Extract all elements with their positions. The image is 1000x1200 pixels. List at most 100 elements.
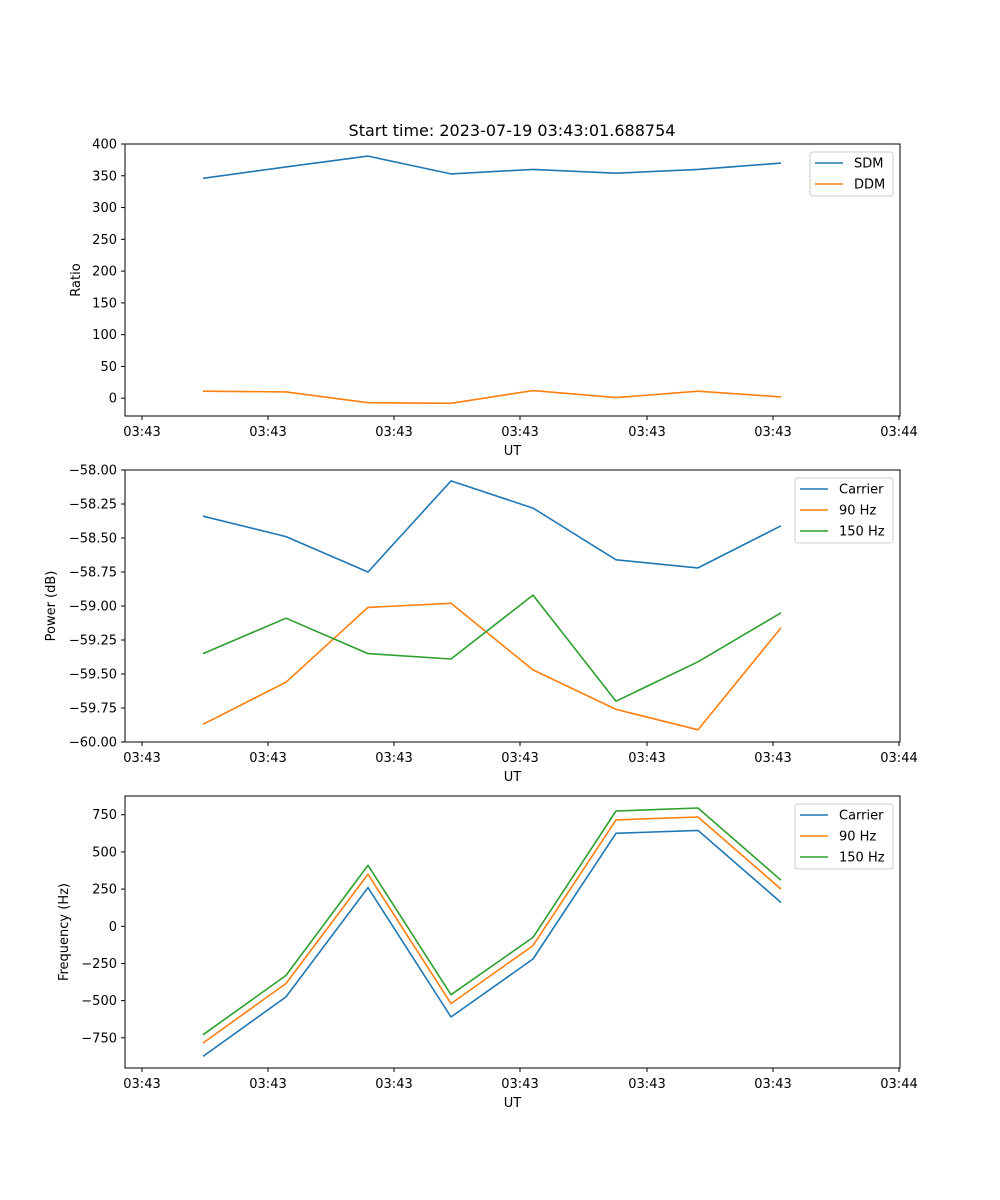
x-tick-label-1: 03:43 [249, 425, 286, 440]
x-axis-label-3: UT [504, 1096, 522, 1111]
y-tick-label-2: −58.00 [69, 464, 117, 479]
data-point-2-1 [366, 570, 370, 574]
y-tick-label-1: 400 [92, 138, 117, 153]
data-point-2-3 [696, 660, 700, 664]
data-point-2-1 [696, 566, 700, 570]
data-point-3-2 [449, 1002, 453, 1006]
data-point-1-1 [284, 165, 288, 169]
y-tick-label-1: 100 [92, 328, 117, 343]
x-tick-label-3: 03:43 [628, 1077, 665, 1092]
axes-frame-1 [125, 144, 900, 416]
figure-canvas: Start time: 2023-07-19 03:43:01.688754 0… [0, 0, 1000, 1200]
y-axis-label-2: Power (dB) [44, 571, 59, 642]
data-point-1-2 [696, 389, 700, 393]
data-point-1-1 [696, 167, 700, 171]
data-point-3-3 [614, 809, 618, 813]
x-tick-label-2: 03:43 [754, 751, 791, 766]
x-tick-label-1: 03:43 [754, 425, 791, 440]
x-tick-label-1: 03:43 [123, 425, 160, 440]
data-point-2-2 [531, 668, 535, 672]
data-point-1-2 [449, 401, 453, 405]
data-point-3-1 [449, 1015, 453, 1019]
data-point-2-3 [779, 611, 783, 615]
y-tick-label-1: 350 [92, 169, 117, 184]
y-tick-label-1: 200 [92, 265, 117, 280]
x-axis-label-2: UT [504, 770, 522, 785]
y-tick-label-1: 250 [92, 233, 117, 248]
data-point-3-3 [201, 1033, 205, 1037]
data-point-3-3 [366, 863, 370, 867]
data-point-2-3 [449, 657, 453, 661]
data-point-1-1 [449, 172, 453, 176]
data-point-3-2 [614, 818, 618, 822]
data-point-2-1 [779, 524, 783, 528]
y-tick-label-1: 50 [100, 360, 117, 375]
x-tick-label-1: 03:43 [628, 425, 665, 440]
data-point-3-2 [696, 815, 700, 819]
y-tick-label-3: 750 [92, 808, 117, 823]
legend-label-2: Carrier [839, 483, 884, 498]
data-point-2-2 [284, 680, 288, 684]
figure-title: Start time: 2023-07-19 03:43:01.688754 [349, 121, 676, 140]
axes-frame-3 [125, 796, 900, 1068]
y-tick-label-2: −58.50 [69, 532, 117, 547]
y-tick-label-3: −500 [81, 994, 117, 1009]
y-tick-label-3: −750 [81, 1031, 117, 1046]
legend-label-3: Carrier [839, 809, 884, 824]
data-point-1-1 [531, 167, 535, 171]
series-line-3-90-hz [203, 817, 781, 1043]
data-point-1-1 [201, 176, 205, 180]
y-axis-label-3: Frequency (Hz) [57, 883, 72, 981]
x-tick-label-2: 03:43 [501, 751, 538, 766]
data-point-3-1 [201, 1054, 205, 1058]
series-line-3-carrier [203, 830, 781, 1056]
data-point-3-2 [779, 887, 783, 891]
y-tick-label-3: 0 [109, 920, 117, 935]
legend-label-3: 150 Hz [839, 851, 885, 866]
legend-label-1: DDM [854, 178, 885, 193]
series-line-1-ddm [203, 391, 781, 404]
y-tick-label-3: 500 [92, 845, 117, 860]
x-tick-label-1: 03:44 [880, 425, 917, 440]
x-tick-label-3: 03:43 [249, 1077, 286, 1092]
data-point-3-1 [531, 957, 535, 961]
legend-label-2: 150 Hz [839, 525, 885, 540]
data-point-1-2 [201, 389, 205, 393]
data-point-2-3 [614, 699, 618, 703]
x-tick-label-1: 03:43 [501, 425, 538, 440]
y-tick-label-1: 300 [92, 201, 117, 216]
y-tick-label-2: −59.00 [69, 600, 117, 615]
data-point-2-3 [201, 652, 205, 656]
data-point-2-1 [284, 535, 288, 539]
y-tick-label-2: −60.00 [69, 736, 117, 751]
y-tick-label-3: 250 [92, 883, 117, 898]
axes-frame-2 [125, 470, 900, 742]
data-point-1-2 [531, 389, 535, 393]
data-point-3-2 [366, 872, 370, 876]
y-tick-label-3: −250 [81, 957, 117, 972]
series-line-2-90-hz [203, 603, 781, 730]
data-point-3-2 [531, 944, 535, 948]
y-tick-label-1: 0 [109, 392, 117, 407]
x-tick-label-1: 03:43 [375, 425, 412, 440]
data-point-2-1 [614, 558, 618, 562]
data-point-2-3 [366, 652, 370, 656]
data-point-2-1 [531, 506, 535, 510]
data-point-3-1 [696, 828, 700, 832]
data-point-2-1 [449, 479, 453, 483]
data-point-3-3 [696, 806, 700, 810]
data-point-2-2 [779, 626, 783, 630]
legend-label-2: 90 Hz [839, 504, 876, 519]
data-point-1-1 [366, 154, 370, 158]
legend-label-1: SDM [854, 157, 883, 172]
data-point-3-3 [531, 935, 535, 939]
data-point-1-2 [779, 395, 783, 399]
x-tick-label-2: 03:43 [123, 751, 160, 766]
y-tick-label-2: −59.25 [69, 634, 117, 649]
x-tick-label-3: 03:43 [754, 1077, 791, 1092]
y-tick-label-2: −59.50 [69, 668, 117, 683]
data-point-3-1 [779, 901, 783, 905]
x-tick-label-2: 03:43 [375, 751, 412, 766]
data-point-3-2 [201, 1041, 205, 1045]
data-point-3-1 [366, 886, 370, 890]
